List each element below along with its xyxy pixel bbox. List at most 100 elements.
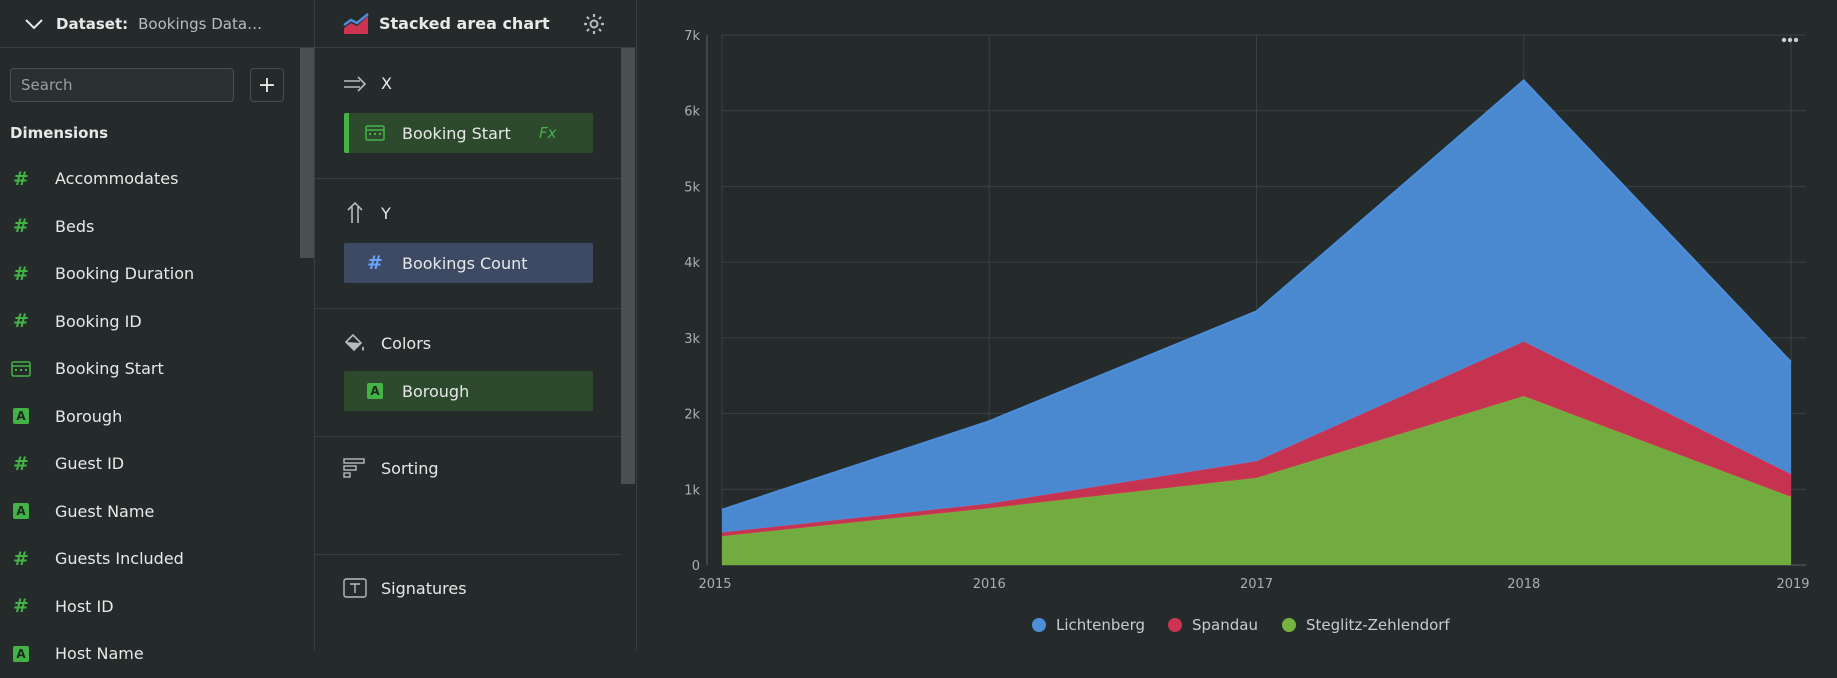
hash-icon: #	[13, 167, 29, 190]
legend-label[interactable]: Lichtenberg	[1056, 616, 1145, 634]
legend-label[interactable]: Spandau	[1192, 616, 1258, 634]
text-field-icon: A	[364, 383, 386, 399]
y-tick-label: 6k	[684, 105, 700, 120]
area-lichtenberg[interactable]	[722, 80, 1791, 533]
colors-field-label: Borough	[402, 381, 470, 401]
colors-section: Colors A Borough	[315, 308, 621, 437]
field-label: Beds	[55, 216, 95, 236]
chart-area: 0 1k 2k 3k 4k 5k 6k 7k 2015 2016 2017 2018 2019 Lic…	[637, 0, 1837, 650]
legend-marker	[1282, 618, 1296, 632]
chart-areas	[721, 79, 1792, 565]
stacked-area-chart: 0 1k 2k 3k 4k 5k 6k 7k 2015 2016 2017 2018 2019 Lic…	[684, 29, 1809, 634]
y-tick-label: 5k	[684, 180, 700, 195]
line-lichtenberg	[721, 79, 1792, 511]
y-tick-label: 3k	[684, 332, 700, 347]
calendar-icon	[364, 125, 386, 141]
field-item[interactable]: A Guest Name	[0, 488, 300, 536]
hash-icon: #	[13, 452, 29, 475]
hash-icon: #	[13, 547, 29, 570]
field-item[interactable]: A Host Name	[0, 630, 300, 678]
area-spandau[interactable]	[722, 341, 1791, 537]
search-input[interactable]: Search	[10, 68, 234, 102]
hash-icon: #	[13, 310, 29, 333]
hash-icon: #	[13, 262, 29, 285]
text-field-icon: A	[11, 644, 31, 664]
y-field-pill[interactable]: # Bookings Count	[344, 243, 593, 283]
chart-legend: Lichtenberg Spandau Steglitz-Zehlendorf	[1032, 616, 1450, 634]
stacked-area-chart-icon	[343, 12, 369, 34]
field-item[interactable]: # Guests Included	[0, 535, 300, 583]
x-tick-label: 2017	[1240, 577, 1273, 592]
y-tick-label: 7k	[684, 29, 700, 44]
x-section-title: X	[343, 74, 392, 93]
field-label: Booking Duration	[55, 264, 195, 284]
chart-config-panel: Stacked area chart X Booking Start Fx Y …	[315, 0, 637, 650]
field-item[interactable]: Booking Start	[0, 345, 300, 393]
field-label: Borough	[55, 406, 123, 426]
x-axis: 2015 2016 2017 2018 2019	[698, 577, 1809, 592]
arrow-up-icon	[347, 202, 363, 223]
y-section-title: Y	[343, 202, 391, 224]
x-title-label: X	[381, 74, 392, 93]
dataset-name[interactable]: Bookings Data…	[138, 14, 263, 33]
y-tick-label: 1k	[684, 483, 700, 498]
text-box-icon	[343, 578, 367, 598]
field-label: Host Name	[55, 644, 144, 664]
x-field-label: Booking Start	[402, 123, 511, 143]
field-item[interactable]: # Booking ID	[0, 298, 300, 346]
y-axis: 0 1k 2k 3k 4k 5k 6k 7k	[684, 29, 700, 574]
x-tick-label: 2016	[973, 577, 1006, 592]
x-field-pill[interactable]: Booking Start Fx	[344, 113, 593, 153]
calendar-icon	[11, 359, 31, 379]
chart-type-header[interactable]: Stacked area chart	[315, 0, 636, 48]
signatures-title-label: Signatures	[381, 578, 467, 598]
sort-icon	[343, 458, 365, 478]
text-field-icon: A	[11, 501, 31, 521]
area-steglitz-zehlendorf[interactable]	[722, 396, 1791, 565]
left-scrollbar[interactable]	[300, 48, 314, 258]
colors-field-pill[interactable]: A Borough	[344, 371, 593, 411]
paint-bucket-icon	[344, 333, 364, 352]
y-tick-label: 2k	[684, 408, 700, 423]
legend-label[interactable]: Steglitz-Zehlendorf	[1306, 616, 1450, 634]
chart-type-title: Stacked area chart	[379, 14, 550, 33]
chevron-down-icon[interactable]	[22, 12, 46, 36]
field-label: Guest ID	[55, 454, 125, 474]
x-tick-label: 2018	[1507, 577, 1540, 592]
dataset-label: Dataset:	[56, 14, 129, 33]
middle-scrollbar[interactable]	[621, 48, 635, 484]
x-tick-label: 2015	[698, 577, 731, 592]
hash-icon: #	[13, 215, 29, 238]
formula-icon[interactable]: Fx	[539, 124, 557, 142]
field-item[interactable]: A Borough	[0, 393, 300, 441]
hash-icon: #	[367, 252, 383, 274]
sorting-title-label: Sorting	[381, 458, 439, 478]
legend-marker	[1168, 618, 1182, 632]
sorting-section: Sorting	[315, 436, 621, 555]
dataset-header[interactable]: Dataset: Bookings Data…	[0, 0, 314, 48]
y-section: Y # Bookings Count	[315, 178, 621, 309]
field-label: Guests Included	[55, 549, 184, 569]
x-section: X Booking Start Fx	[315, 48, 621, 179]
dataset-panel: Dataset: Bookings Data… Search + Dimensi…	[0, 0, 315, 663]
add-field-button[interactable]: +	[250, 68, 284, 102]
field-label: Host ID	[55, 596, 114, 616]
field-label: Booking Start	[55, 359, 164, 379]
field-item[interactable]: # Beds	[0, 203, 300, 251]
y-title-label: Y	[381, 203, 391, 223]
field-item[interactable]: # Host ID	[0, 583, 300, 631]
text-field-icon: A	[11, 406, 31, 426]
arrow-right-icon	[344, 75, 367, 92]
more-options-icon[interactable]	[1781, 37, 1799, 43]
hash-icon: #	[13, 595, 29, 618]
gear-icon[interactable]	[582, 12, 606, 36]
field-item[interactable]: # Accommodates	[0, 155, 300, 203]
field-label: Accommodates	[55, 169, 179, 189]
field-item[interactable]: # Guest ID	[0, 440, 300, 488]
field-item[interactable]: # Booking Duration	[0, 250, 300, 298]
y-tick-label: 0	[692, 559, 700, 574]
sorting-section-title: Sorting	[343, 458, 439, 478]
y-tick-label: 4k	[684, 256, 700, 271]
dimensions-title: Dimensions	[10, 124, 109, 142]
field-label: Booking ID	[55, 311, 142, 331]
